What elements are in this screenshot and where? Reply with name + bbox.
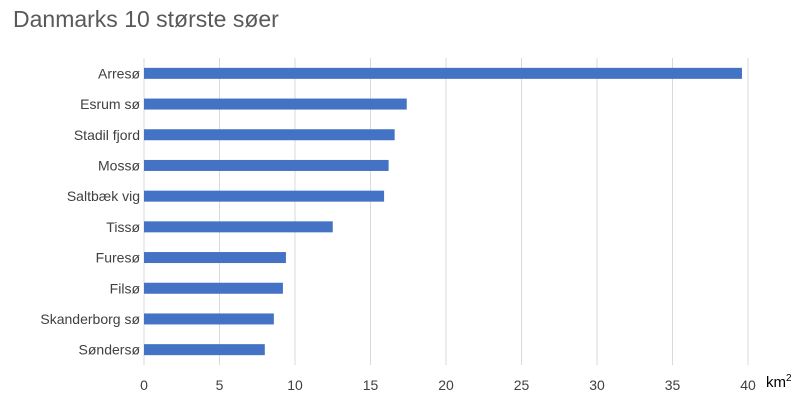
bar-2 (144, 129, 395, 141)
x-tick-label-6: 30 (589, 377, 605, 393)
category-label-0: Arresø (98, 65, 140, 81)
unit-base: km (766, 374, 786, 391)
x-tick-label-8: 40 (740, 377, 756, 393)
category-label-1: Esrum sø (80, 96, 140, 112)
x-tick-label-5: 25 (514, 377, 530, 393)
category-label-6: Furesø (96, 250, 141, 266)
category-label-5: Tissø (106, 219, 140, 235)
chart-title: Danmarks 10 største søer (13, 6, 279, 32)
category-label-3: Mossø (98, 157, 140, 173)
bar-0 (144, 67, 742, 79)
x-tick-label-3: 15 (363, 377, 379, 393)
category-label-8: Skanderborg sø (40, 311, 140, 327)
x-tick-label-4: 20 (438, 377, 454, 393)
x-tick-label-0: 0 (140, 377, 148, 393)
bar-1 (144, 98, 407, 110)
bar-8 (144, 313, 274, 325)
category-label-7: Filsø (110, 280, 141, 296)
x-tick-label-7: 35 (665, 377, 681, 393)
bar-5 (144, 221, 333, 233)
category-label-4: Saltbæk vig (67, 188, 140, 204)
bar-4 (144, 190, 385, 202)
x-tick-label-2: 10 (287, 377, 303, 393)
x-tick-label-1: 5 (216, 377, 224, 393)
x-axis-unit: km2 (766, 373, 792, 392)
bar-9 (144, 344, 265, 356)
category-label-2: Stadil fjord (74, 127, 140, 143)
bar-6 (144, 252, 286, 264)
category-label-9: Søndersø (79, 342, 141, 358)
bar-7 (144, 282, 283, 294)
bar-3 (144, 159, 389, 171)
unit-superscript: 2 (786, 373, 792, 384)
